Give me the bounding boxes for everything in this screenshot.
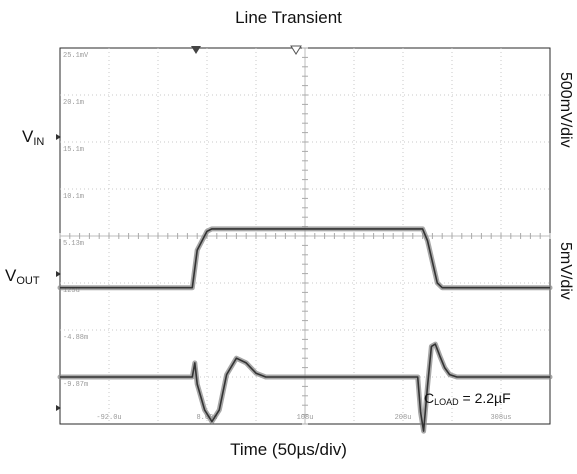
trigger-marker-filled xyxy=(191,46,201,54)
trigger-markers xyxy=(191,45,302,55)
x-tick-label: -92.0u xyxy=(96,414,121,422)
y-tick-label: 15.1m xyxy=(63,146,84,154)
y-tick-label: -4.88m xyxy=(63,334,88,342)
vin-channel-label: VIN xyxy=(22,127,45,148)
grid xyxy=(59,47,551,425)
vin-marker xyxy=(56,134,61,140)
bottom-marker xyxy=(56,405,61,411)
y-tick-label: 20.1m xyxy=(63,99,84,107)
x-tick-label: 308us xyxy=(490,414,511,422)
left-markers xyxy=(56,134,61,411)
y-tick-label: 10.1m xyxy=(63,193,84,201)
vout-channel-label: VOUT xyxy=(5,266,40,287)
y-tick-label: 5.13m xyxy=(63,240,84,248)
traces xyxy=(57,226,553,434)
trace-vout xyxy=(60,343,550,432)
y-tick-labels: 25.1mV 20.1m 15.1m 10.1m 5.13m 125u -4.88m -9.8… xyxy=(63,52,89,389)
trace-vin xyxy=(60,228,550,289)
trigger-marker-outline xyxy=(290,45,302,55)
cload-annotation: CLOAD = 2.2µF xyxy=(424,390,511,407)
y-tick-label: 125u xyxy=(63,287,80,295)
y-tick-label: -9.87m xyxy=(63,381,88,389)
vout-marker xyxy=(56,271,61,277)
chart-title: Line Transient xyxy=(235,8,342,27)
y-tick-label: 25.1mV xyxy=(63,52,89,60)
x-tick-label: 108u xyxy=(297,414,314,422)
x-axis-label: Time (50µs/div) xyxy=(230,440,347,459)
x-tick-label: 208u xyxy=(395,414,412,422)
